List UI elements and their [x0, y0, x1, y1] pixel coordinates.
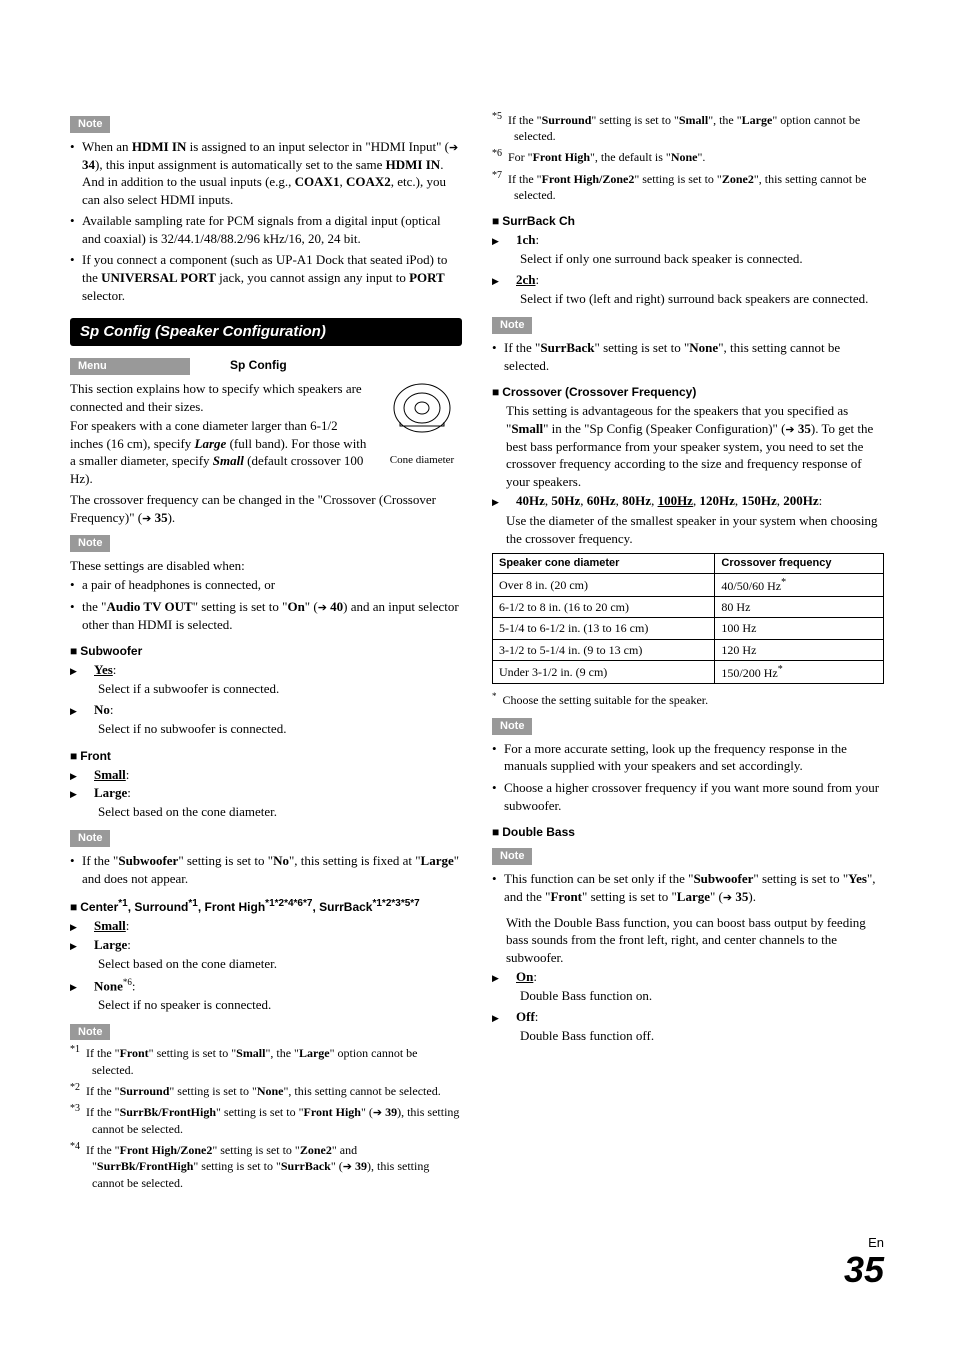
crossover-p1: This setting is advantageous for the spe… — [492, 402, 884, 490]
dbass-heading: ■ Double Bass — [492, 824, 884, 840]
option-desc: Select based on the cone diameter. — [70, 803, 462, 821]
table-row: 6-1/2 to 8 in. (16 to 20 cm)80 Hz — [493, 597, 884, 618]
intro-p: This section explains how to specify whi… — [70, 380, 374, 415]
option-large: ▶Large: — [70, 936, 462, 954]
dbass-note-item: This function can be set only if the "Su… — [492, 870, 884, 905]
footnote-item: *2 If the "Surround" setting is set to "… — [70, 1081, 462, 1099]
option-large: ▶Large: — [70, 784, 462, 802]
page-columns: Note When an HDMI IN is assigned to an i… — [70, 110, 884, 1194]
crossover-table: Speaker cone diameter Crossover frequenc… — [492, 553, 884, 684]
table-row: Over 8 in. (20 cm)40/50/60 Hz* — [493, 573, 884, 596]
option-on: ▶On: — [492, 968, 884, 986]
star-note: * Choose the setting suitable for the sp… — [492, 690, 884, 708]
note-sb-item: If the "SurrBack" setting is set to "Non… — [492, 339, 884, 374]
table-row: Under 3-1/2 in. (9 cm)150/200 Hz* — [493, 660, 884, 683]
page-number-block: En 35 — [70, 1234, 884, 1288]
note-label: Note — [70, 1024, 110, 1041]
option-small: ▶Small: — [70, 766, 462, 784]
option-2ch: ▶2ch: — [492, 271, 884, 289]
center-heading: ■ Center*1, Surround*1, Front High*1*2*4… — [70, 897, 462, 915]
footnote-list-cont: *5 If the "Surround" setting is set to "… — [492, 110, 884, 203]
option-desc: Select if no subwoofer is connected. — [70, 720, 462, 738]
table-row: 3-1/2 to 5-1/4 in. (9 to 13 cm)120 Hz — [493, 639, 884, 660]
note-label: Note — [492, 718, 532, 735]
note-xo-list: For a more accurate setting, look up the… — [492, 740, 884, 814]
note-label: Note — [70, 830, 110, 847]
note-label: Note — [492, 317, 532, 334]
note-label: Note — [70, 535, 110, 552]
note1-item: When an HDMI IN is assigned to an input … — [70, 138, 462, 208]
note1-list: When an HDMI IN is assigned to an input … — [70, 138, 462, 304]
note3-list: If the "Subwoofer" setting is set to "No… — [70, 852, 462, 887]
footnote-item: *4 If the "Front High/Zone2" setting is … — [70, 1140, 462, 1191]
note2-item: a pair of headphones is connected, or — [70, 576, 462, 594]
menu-row: Menu Sp Config — [70, 352, 462, 378]
note2-item: the "Audio TV OUT" setting is set to "On… — [70, 598, 462, 633]
table-row: 5-1/4 to 6-1/2 in. (13 to 16 cm)100 Hz — [493, 618, 884, 639]
note1-item: Available sampling rate for PCM signals … — [70, 212, 462, 247]
option-off: ▶Off: — [492, 1008, 884, 1026]
note2-lead: These settings are disabled when: — [70, 557, 462, 575]
option-no: ▶No: — [70, 701, 462, 719]
cone-icon — [387, 378, 457, 448]
option-desc: Double Bass function off. — [492, 1027, 884, 1045]
front-heading: ■ Front — [70, 748, 462, 764]
note-xo-item: Choose a higher crossover frequency if y… — [492, 779, 884, 814]
page-number: 35 — [70, 1252, 884, 1288]
option-desc: Select if no speaker is connected. — [70, 996, 462, 1014]
option-small: ▶Small: — [70, 917, 462, 935]
option-1ch: ▶1ch: — [492, 231, 884, 249]
option-desc: Select if a subwoofer is connected. — [70, 680, 462, 698]
note-label: Note — [70, 116, 110, 133]
table-header: Crossover frequency — [715, 554, 884, 574]
cone-figure: Cone diameter — [382, 378, 462, 468]
note1-item: If you connect a component (such as UP-A… — [70, 251, 462, 304]
menu-label: Menu — [70, 358, 190, 375]
dbass-para: With the Double Bass function, you can b… — [492, 914, 884, 967]
footnote-item: *5 If the "Surround" setting is set to "… — [492, 110, 884, 144]
left-column: Note When an HDMI IN is assigned to an i… — [70, 110, 462, 1194]
footnote-item: *7 If the "Front High/Zone2" setting is … — [492, 169, 884, 203]
option-desc: Double Bass function on. — [492, 987, 884, 1005]
option-yes: ▶Yes: — [70, 661, 462, 679]
table-header-row: Speaker cone diameter Crossover frequenc… — [493, 554, 884, 574]
menu-value: Sp Config — [230, 357, 287, 373]
note-xo-item: For a more accurate setting, look up the… — [492, 740, 884, 775]
option-desc: Select if two (left and right) surround … — [492, 290, 884, 308]
right-column: *5 If the "Surround" setting is set to "… — [492, 110, 884, 1194]
footnote-item: *6 For "Front High", the default is "Non… — [492, 147, 884, 165]
footnote-item: *3 If the "SurrBk/FrontHigh" setting is … — [70, 1102, 462, 1137]
option-none: ▶None*6: — [70, 976, 462, 995]
footnote-list: *1 If the "Front" setting is set to "Sma… — [70, 1043, 462, 1191]
note-label: Note — [492, 848, 532, 865]
table-header: Speaker cone diameter — [493, 554, 715, 574]
intro-wrap: This section explains how to specify whi… — [70, 378, 462, 489]
note-sb-list: If the "SurrBack" setting is set to "Non… — [492, 339, 884, 374]
surrback-heading: ■ SurrBack Ch — [492, 213, 884, 229]
dbass-note-list: This function can be set only if the "Su… — [492, 870, 884, 905]
option-desc: Select if only one surround back speaker… — [492, 250, 884, 268]
cone-caption: Cone diameter — [382, 453, 462, 468]
intro-p: For speakers with a cone diameter larger… — [70, 417, 374, 487]
crossover-heading: ■ Crossover (Crossover Frequency) — [492, 384, 884, 400]
page-lang: En — [70, 1234, 884, 1252]
note2-list: a pair of headphones is connected, or th… — [70, 576, 462, 633]
option-desc: Select based on the cone diameter. — [70, 955, 462, 973]
note3-item: If the "Subwoofer" setting is set to "No… — [70, 852, 462, 887]
subwoofer-heading: ■ Subwoofer — [70, 643, 462, 659]
crossover-p2: Use the diameter of the smallest speaker… — [492, 512, 884, 547]
footnote-item: *1 If the "Front" setting is set to "Sma… — [70, 1043, 462, 1077]
crossover-opts: ▶40Hz, 50Hz, 60Hz, 80Hz, 100Hz, 120Hz, 1… — [492, 492, 884, 510]
section-heading: Sp Config (Speaker Configuration) — [70, 318, 462, 346]
intro-p: The crossover frequency can be changed i… — [70, 491, 462, 526]
